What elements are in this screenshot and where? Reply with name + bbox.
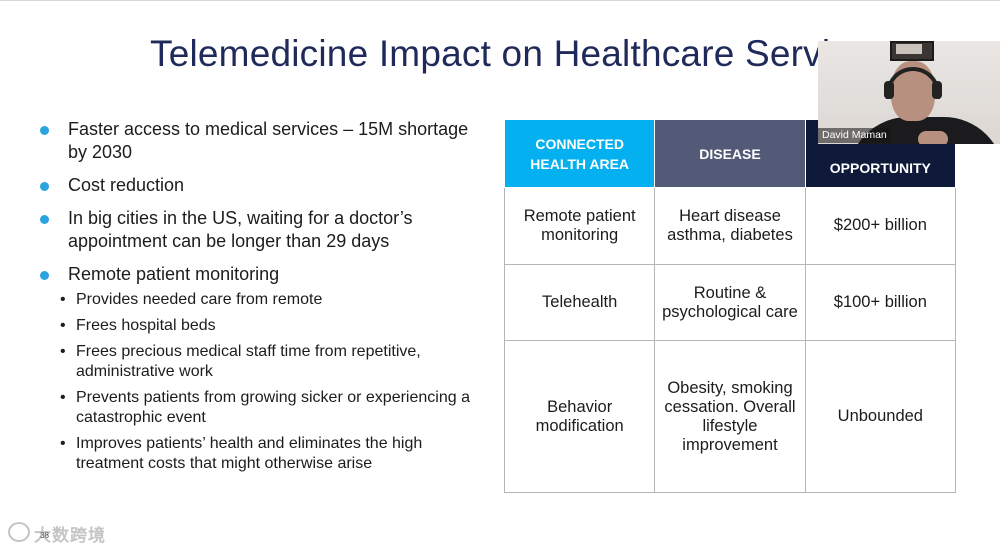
bullet-item: Remote patient monitoring [38,263,488,286]
bullet-dot-icon [40,271,49,280]
bullet-text: In big cities in the US, waiting for a d… [68,208,413,251]
sub-bullet-item: • Frees hospital beds [60,316,488,336]
sub-bullet-text: Prevents patients from growing sicker or… [76,389,470,426]
table-header-row: CONNECTED HEALTH AREA DISEASE OPPORTUNIT… [503,119,957,188]
sub-bullet-dot-icon: • [60,435,66,452]
bullet-text: Faster access to medical services – 15M … [68,119,469,162]
table-cell: Telehealth [503,263,656,342]
sub-bullet-item: • Improves patients’ health and eliminate… [60,434,488,474]
bullet-item: Cost reduction [38,174,488,197]
page-number: 38 [40,531,49,540]
table-row: Behavior modification Obesity, smoking c… [503,340,957,493]
sub-bullet-dot-icon: • [60,291,66,308]
bullet-text: Remote patient monitoring [68,264,280,284]
sub-bullet-item: • Frees precious medical staff time from … [60,342,488,382]
sub-bullet-item: • Provides needed care from remote [60,290,488,310]
bullet-item: Faster access to medical services – 15M … [38,118,488,164]
webcam-video-tile[interactable]: David Maman [818,41,1000,144]
table-cell: $100+ billion [804,263,957,342]
table-row: Remote patient monitoring Heart disease … [503,187,957,265]
sub-bullet-text: Improves patients’ health and eliminates… [76,435,423,472]
slide-title: Telemedicine Impact on Healthcare Servic… [150,33,889,74]
table-cell: Heart disease asthma, diabetes [654,187,806,265]
watermark-logo-icon [8,522,30,542]
opportunity-table: CONNECTED HEALTH AREA DISEASE OPPORTUNIT… [503,119,957,493]
sub-bullet-dot-icon: • [60,389,66,406]
table-cell: Behavior modification [503,340,656,493]
header-disease: DISEASE [654,119,806,188]
sub-bullet-text: Provides needed care from remote [76,291,323,308]
sub-bullet-dot-icon: • [60,343,66,360]
bullet-dot-icon [40,215,49,224]
bullet-text: Cost reduction [68,175,185,195]
sub-bullet-text: Frees hospital beds [76,317,216,334]
sub-bullet-list: • Provides needed care from remote • Frees… [38,290,488,474]
headset-ear-right [932,81,942,99]
watermark-text: 大数跨境 [34,526,106,545]
table-cell: Remote patient monitoring [503,187,656,265]
table-cell: $200+ billion [804,187,957,265]
participant-name-label: David Maman [818,128,891,143]
table-row: Telehealth Routine & psychological care … [503,263,957,342]
bullet-list: Faster access to medical services – 15M … [38,118,488,480]
header-connected-health-area: CONNECTED HEALTH AREA [503,119,656,188]
bullet-item: In big cities in the US, waiting for a d… [38,207,488,253]
sub-bullet-dot-icon: • [60,317,66,334]
bullet-dot-icon [40,182,49,191]
bullet-dot-icon [40,126,49,135]
speaker-hands [918,131,948,144]
headset-ear-left [884,81,894,99]
sub-bullet-item: • Prevents patients from growing sicker o… [60,388,488,428]
table-cell: Unbounded [804,340,957,493]
sub-bullet-text: Frees precious medical staff time from r… [76,343,421,380]
wall-picture [896,44,922,54]
table-cell: Routine & psychological care [654,263,806,342]
table-cell: Obesity, smoking cessation. Overall life… [654,340,806,493]
